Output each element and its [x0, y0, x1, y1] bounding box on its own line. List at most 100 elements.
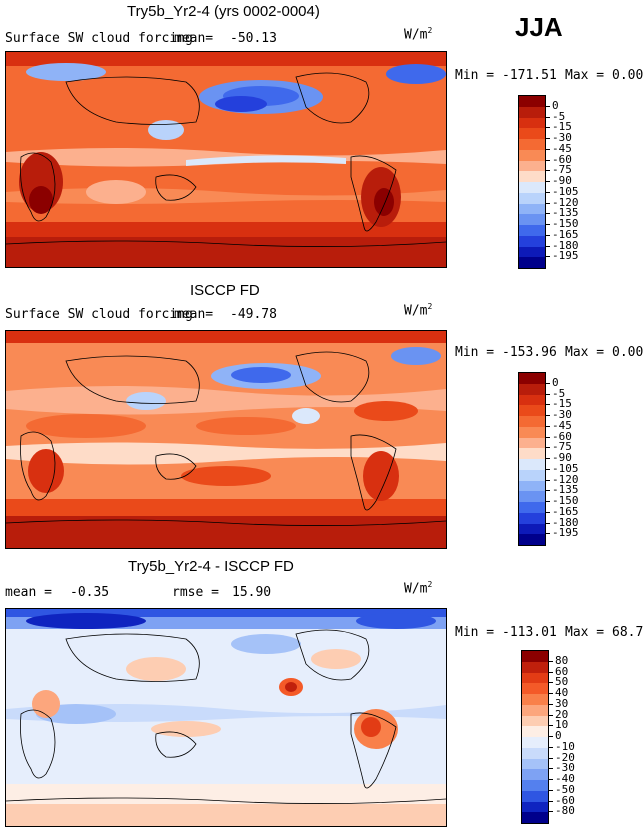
colorbar-swatch	[519, 416, 545, 427]
panel-2-mean-label: mean=	[174, 307, 214, 322]
colorbar-swatch	[519, 96, 545, 107]
panel-1-title: Try5b_Yr2-4 (yrs 0002-0004)	[127, 3, 320, 20]
colorbar-level-label: -45	[552, 141, 572, 155]
colorbar-level-label: -80	[555, 804, 575, 818]
colorbar-tick	[545, 468, 550, 470]
colorbar-level-label: -135	[552, 206, 579, 220]
colorbar-level-label: -30	[552, 408, 572, 421]
colorbar-tick	[548, 811, 553, 813]
panel-1-max-value: 0.00	[612, 68, 644, 83]
colorbar-tick	[545, 202, 550, 204]
panel-1-units: W/m2	[404, 26, 433, 43]
colorbar-tick	[548, 693, 553, 694]
colorbar-level-label: -135	[552, 483, 579, 497]
colorbar-tick	[548, 682, 553, 684]
colorbar-swatch	[519, 512, 545, 524]
panel-2-min-label: Min =	[455, 345, 495, 360]
colorbar-swatch	[522, 683, 548, 694]
colorbar-tick	[545, 224, 550, 225]
colorbar-swatch	[522, 672, 548, 684]
colorbar-tick	[545, 105, 550, 107]
colorbar-swatch	[522, 661, 548, 673]
season-label: JJA	[515, 12, 563, 42]
colorbar-swatch	[519, 373, 545, 384]
panel-3-rmse-label: rmse =	[172, 585, 219, 600]
colorbar-tick	[545, 245, 550, 247]
panel-3-title: Try5b_Yr2-4 - ISCCP FD	[128, 558, 294, 575]
colorbar-level-label: -165	[552, 504, 579, 518]
colorbar-swatch	[519, 106, 545, 118]
colorbar-swatch	[522, 747, 548, 759]
colorbar-swatch	[519, 426, 545, 438]
colorbar-tick	[548, 703, 553, 705]
colorbar-swatch	[519, 469, 545, 481]
colorbar-level-label: -60	[555, 793, 575, 807]
panel-1-min-value: -171.51	[502, 68, 557, 83]
panel-2-units: W/m2	[404, 302, 433, 319]
colorbar-level-label: -40	[555, 772, 575, 785]
colorbar-swatch	[522, 694, 548, 705]
colorbar-tick	[545, 404, 550, 406]
colorbar-tick	[545, 191, 550, 193]
colorbar-swatch	[519, 214, 545, 225]
colorbar-tick	[548, 757, 553, 759]
colorbar-tick	[548, 714, 553, 716]
colorbar-level-label: 50	[555, 675, 569, 689]
colorbar-tick	[548, 736, 553, 737]
colorbar-tick	[545, 213, 550, 215]
colorbar-level-label: -60	[552, 429, 572, 443]
colorbar-swatch	[519, 383, 545, 395]
colorbar-level-label: -150	[552, 217, 579, 230]
colorbar-tick	[545, 447, 550, 449]
colorbar-tick	[548, 789, 553, 791]
colorbar-tick	[545, 256, 550, 258]
panel-3-mean-value: -0.35	[70, 585, 110, 600]
colorbar-swatch	[519, 203, 545, 215]
colorbar-level-label: -20	[555, 750, 575, 764]
panel-1-contour-map	[6, 52, 446, 267]
colorbar-level-label: -10	[555, 739, 575, 753]
colorbar-level-label: -5	[552, 386, 566, 400]
panel-2-map	[5, 330, 447, 549]
panel-3-min-value: -113.01	[502, 625, 557, 640]
colorbar-level-label: -195	[552, 526, 579, 540]
colorbar-level-label: 40	[555, 686, 569, 699]
panel-2-contour-map	[6, 331, 446, 548]
colorbar-level-label: 20	[555, 707, 569, 721]
colorbar-tick	[545, 436, 550, 438]
panel-3-mean-label: mean =	[5, 585, 52, 600]
colorbar-tick	[545, 127, 550, 129]
colorbar-level-label: 60	[555, 664, 569, 678]
colorbar-level-label: -105	[552, 184, 579, 198]
colorbar-swatch	[522, 758, 548, 770]
colorbar-level-label: 0	[552, 375, 559, 389]
colorbar-tick	[545, 393, 550, 395]
colorbar-swatch	[519, 480, 545, 492]
colorbar-level-label: 0	[555, 729, 562, 742]
colorbar-swatch	[519, 534, 545, 545]
colorbar-tick	[545, 234, 550, 236]
colorbar-tick	[545, 170, 550, 172]
colorbar-level-label: -90	[552, 174, 572, 187]
colorbar-swatch	[522, 769, 548, 780]
colorbar-swatch	[522, 801, 548, 813]
colorbar-level-label: 30	[555, 696, 569, 710]
colorbar-tick	[548, 800, 553, 802]
colorbar-tick	[545, 490, 550, 492]
colorbar-tick	[548, 746, 553, 748]
colorbar-swatch	[522, 780, 548, 791]
colorbar-swatch	[519, 128, 545, 139]
colorbar-level-label: -30	[555, 761, 575, 775]
panel-1-field-label: Surface SW cloud forcing	[5, 31, 193, 46]
panel-2-title: ISCCP FD	[190, 282, 260, 299]
colorbar-swatch	[519, 235, 545, 247]
panel-1-max-label: Max =	[565, 68, 605, 83]
colorbar-level-label: -180	[552, 515, 579, 529]
colorbar-swatch	[519, 448, 545, 459]
panel-1-mean-label: mean=	[174, 31, 214, 46]
panel-3-map	[5, 608, 447, 827]
panel-1-colorbar	[518, 95, 546, 269]
colorbar-swatch	[519, 149, 545, 161]
colorbar-tick	[548, 768, 553, 770]
colorbar-swatch	[522, 812, 548, 823]
